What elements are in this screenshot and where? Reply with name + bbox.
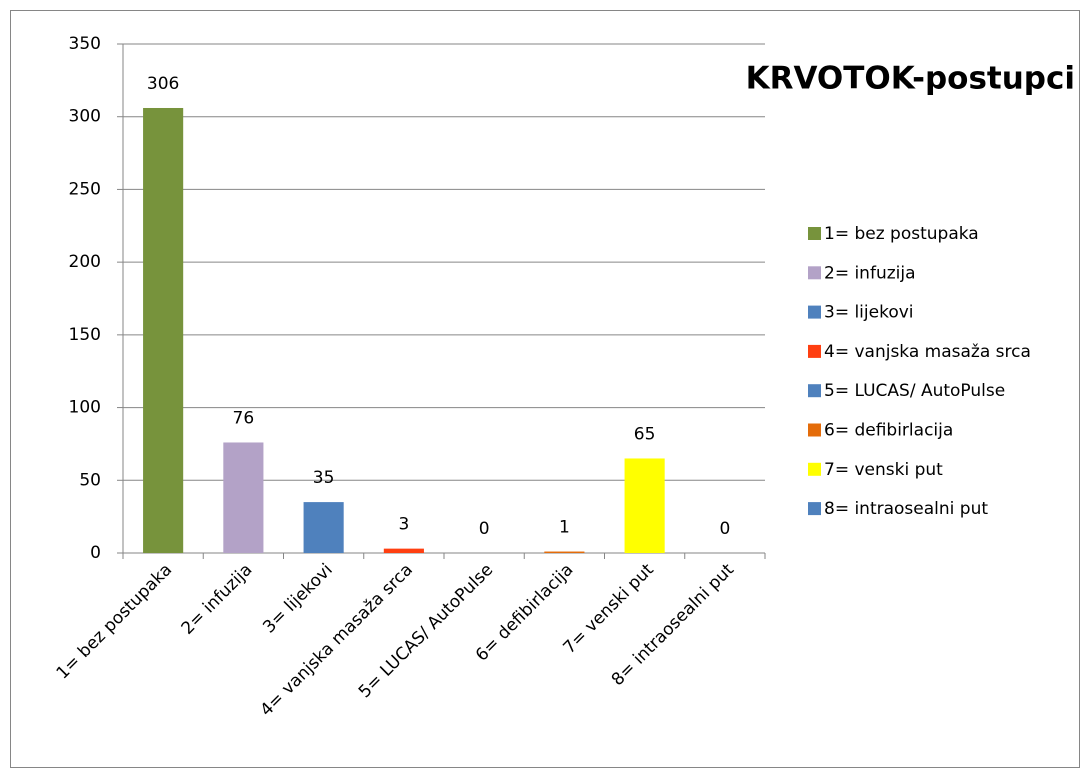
y-tick-label: 300 bbox=[69, 107, 101, 127]
data-label: 65 bbox=[634, 424, 656, 444]
data-label: 1 bbox=[559, 518, 570, 538]
data-label: 76 bbox=[233, 408, 255, 428]
y-tick-label: 200 bbox=[69, 252, 101, 272]
legend-label: 5= LUCAS/ AutoPulse bbox=[824, 381, 1005, 401]
data-label: 35 bbox=[313, 468, 335, 488]
bar bbox=[544, 551, 585, 553]
y-tick-label: 100 bbox=[69, 398, 101, 418]
legend-label: 7= venski put bbox=[824, 460, 943, 480]
legend-label: 4= vanjska masaža srca bbox=[824, 342, 1031, 362]
y-tick-label: 350 bbox=[69, 34, 101, 54]
bar bbox=[303, 502, 344, 553]
legend-label: 8= intraosealni put bbox=[824, 499, 988, 519]
data-label: 0 bbox=[479, 519, 490, 539]
y-tick-label: 50 bbox=[79, 470, 101, 490]
legend-label: 1= bez postupaka bbox=[824, 224, 979, 244]
legend-swatch bbox=[808, 227, 821, 240]
y-tick-label: 250 bbox=[69, 179, 101, 199]
legend-swatch bbox=[808, 502, 821, 516]
legend-swatch bbox=[808, 344, 821, 358]
legend-label: 3= lijekovi bbox=[824, 303, 914, 323]
bar bbox=[383, 548, 424, 553]
y-tick-label: 150 bbox=[69, 325, 101, 345]
legend-label: 6= defibirlacija bbox=[824, 421, 953, 441]
bar bbox=[143, 107, 184, 553]
legend-swatch bbox=[808, 384, 821, 398]
data-label: 306 bbox=[147, 74, 179, 94]
legend-swatch bbox=[808, 266, 821, 280]
legend-swatch bbox=[808, 462, 821, 476]
data-label: 0 bbox=[719, 519, 730, 539]
bar bbox=[624, 458, 665, 553]
data-label: 3 bbox=[398, 515, 409, 535]
bar bbox=[223, 442, 264, 553]
chart-title: KRVOTOK-postupci bbox=[746, 61, 1075, 97]
chart-frame bbox=[10, 10, 1080, 768]
legend-swatch bbox=[808, 305, 821, 319]
legend-label: 2= infuzija bbox=[824, 263, 916, 283]
y-tick-label: 0 bbox=[90, 543, 101, 563]
legend-swatch bbox=[808, 423, 821, 437]
